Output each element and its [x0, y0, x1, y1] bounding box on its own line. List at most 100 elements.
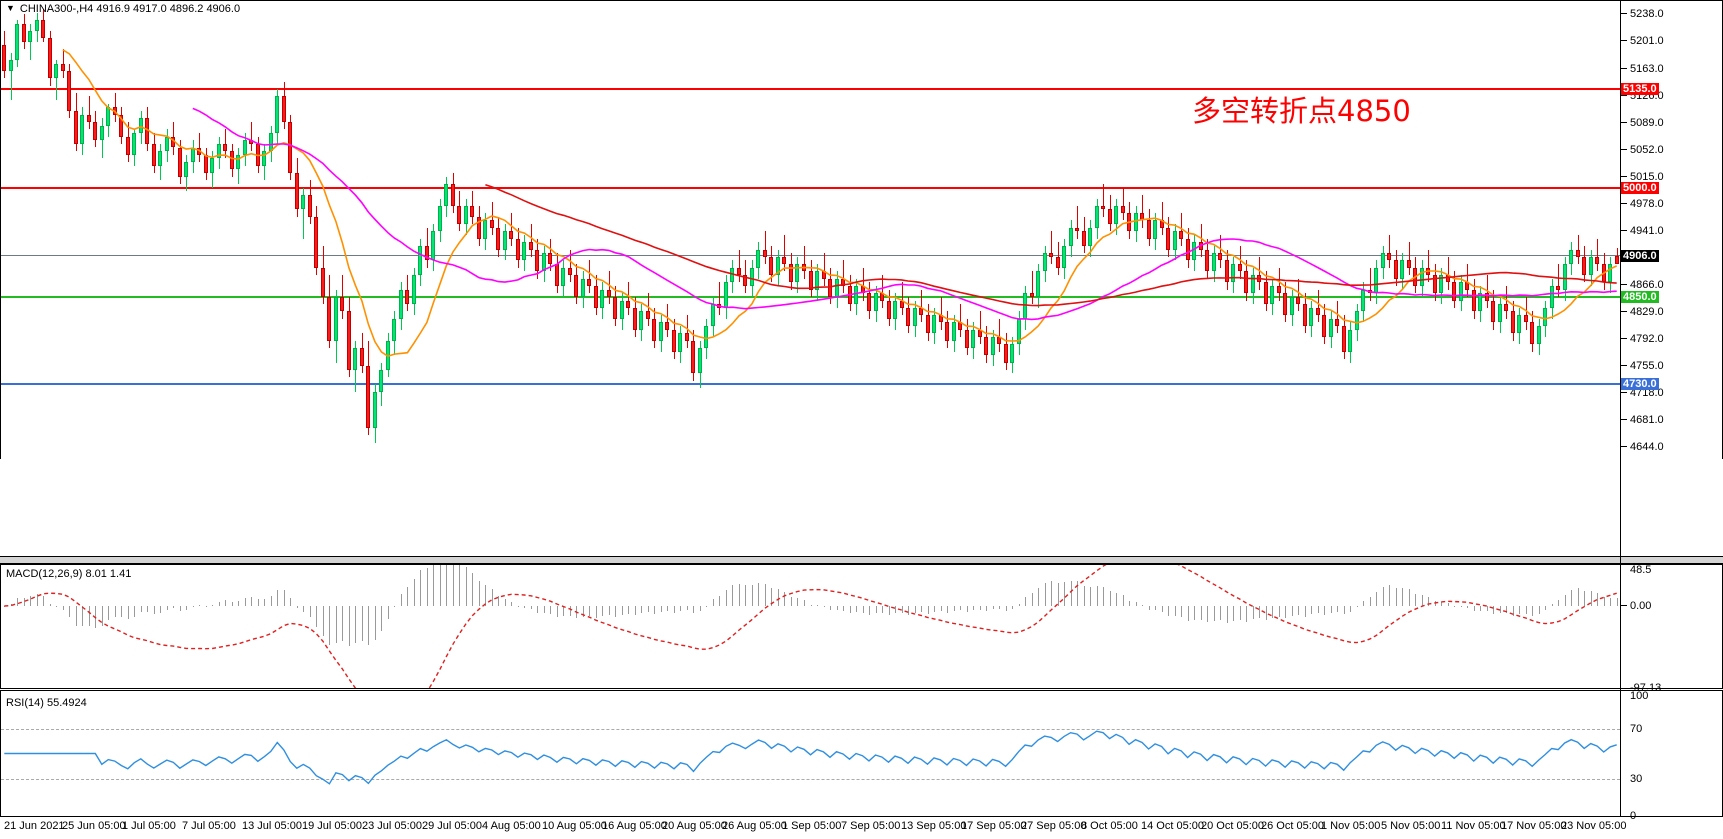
tick-dash-icon	[1621, 94, 1627, 96]
macd-histogram-bar	[290, 597, 291, 606]
candle-body	[210, 158, 214, 173]
macd-histogram-bar	[56, 605, 57, 607]
price-tag-4906-0[interactable]: 4906.0	[1621, 250, 1659, 263]
candle-wick	[921, 289, 922, 323]
price-tag-5000-0[interactable]: 5000.0	[1621, 181, 1659, 194]
candle-body	[353, 347, 357, 370]
macd-histogram-bar	[713, 599, 714, 606]
date-label: 1 Sep 05:00	[782, 820, 842, 832]
chart-header: ▼ CHINA300-,H4 4916.9 4917.0 4896.2 4906.…	[6, 3, 240, 15]
candle-body	[984, 337, 988, 356]
rsi-plot-area[interactable]	[1, 691, 1620, 816]
candle-wick	[11, 52, 12, 101]
macd-histogram-bar	[882, 605, 883, 614]
price-axis[interactable]: 5238.0 5201.0 5163.0 5126.0 5089.0 5052.0 5015…	[1621, 0, 1723, 459]
candle-body	[379, 369, 383, 392]
candle-body	[509, 231, 513, 239]
candle-body	[1244, 271, 1248, 294]
candle-wick	[199, 132, 200, 163]
level-line-support-4850[interactable]	[1, 295, 1620, 298]
candle-body	[639, 311, 643, 330]
candle-body	[1348, 329, 1352, 352]
candle-body	[1192, 242, 1196, 261]
candle-body	[496, 227, 500, 250]
tick-dash-icon	[1621, 175, 1627, 177]
candle-body	[607, 289, 611, 297]
macd-histogram-bar	[518, 605, 519, 607]
macd-histogram-bar	[602, 605, 603, 616]
ma-line-ma-orange	[62, 49, 1618, 358]
macd-histogram-bar	[401, 593, 402, 606]
candle-body	[1238, 264, 1242, 272]
price-plot-area[interactable]	[1, 1, 1620, 458]
price-tag-4850-0[interactable]: 4850.0	[1621, 290, 1659, 303]
date-label: 10 Aug 05:00	[542, 820, 607, 832]
macd-histogram-bar	[1428, 596, 1429, 606]
macd-histogram-bar	[1266, 605, 1267, 621]
macd-histogram-bar	[824, 605, 825, 607]
rsi-axis[interactable]: 100 70 30 0	[1621, 690, 1723, 822]
macd-histogram-bar	[173, 605, 174, 609]
candle-wick	[843, 260, 844, 294]
candle-wick	[1617, 248, 1618, 264]
candle-body	[1075, 227, 1079, 232]
macd-histogram-bar	[811, 604, 812, 606]
collapse-caret-icon[interactable]: ▼	[6, 3, 15, 13]
candle-body	[1088, 227, 1092, 246]
candle-wick	[1051, 231, 1052, 265]
candle-body	[1251, 275, 1255, 294]
candle-body	[1010, 344, 1014, 363]
macd-histogram-bar	[1006, 605, 1007, 611]
date-label: 21 Jun 2021	[4, 820, 65, 832]
level-line-current-price-4906[interactable]	[1, 255, 1620, 257]
candle-body	[1439, 275, 1443, 294]
candle-body	[67, 70, 71, 112]
price-tag-4730-0[interactable]: 4730.0	[1621, 378, 1659, 391]
candle-body	[789, 264, 793, 283]
candle-wick	[863, 267, 864, 301]
candle-body	[887, 300, 891, 319]
candle-body	[1563, 264, 1567, 290]
candle-wick	[1240, 245, 1241, 279]
macd-histogram-bar	[349, 605, 350, 646]
candle-body	[1134, 213, 1138, 232]
candle-body	[965, 329, 969, 348]
candle-body	[1101, 205, 1105, 210]
macd-histogram-bar	[557, 605, 558, 618]
level-line-support-4730[interactable]	[1, 383, 1620, 386]
macd-histogram-bar	[1532, 605, 1533, 616]
candle-wick	[251, 121, 252, 152]
macd-plot-area[interactable]	[1, 565, 1620, 688]
macd-histogram-bar	[141, 605, 142, 612]
candle-body	[854, 285, 858, 305]
candle-body	[1498, 304, 1502, 323]
candle-body	[334, 296, 338, 341]
macd-histogram-bar	[1402, 587, 1403, 606]
macd-histogram-bar	[160, 605, 161, 614]
price-tag-5135-0[interactable]: 5135.0	[1621, 83, 1659, 96]
macd-histogram-bar	[1435, 601, 1436, 606]
candle-body	[87, 114, 91, 122]
level-line-resistance-5000[interactable]	[1, 186, 1620, 189]
panel-separator[interactable]	[0, 556, 1723, 564]
price-axis-divider	[1620, 0, 1621, 817]
candle-body	[1511, 311, 1515, 334]
candle-body	[1290, 296, 1294, 316]
date-label: 16 Aug 05:00	[602, 820, 667, 832]
date-label: 23 Jul 05:00	[362, 820, 422, 832]
candle-body	[54, 63, 58, 79]
macd-histogram-bar	[667, 605, 668, 611]
macd-axis[interactable]: 48.5 0.00 -97.13	[1621, 564, 1723, 694]
candle-wick	[648, 293, 649, 327]
macd-histogram-bar	[24, 597, 25, 606]
macd-histogram-bar	[1142, 605, 1143, 607]
date-axis[interactable]: 21 Jun 2021 25 Jun 05:00 1 Jul 05:00 7 Jul …	[0, 818, 1723, 839]
macd-histogram-bar	[1610, 597, 1611, 606]
macd-histogram-bar	[1519, 605, 1520, 615]
candle-body	[1478, 293, 1482, 312]
candle-body	[867, 293, 871, 312]
macd-histogram-bar	[628, 605, 629, 614]
macd-tick--97.13: -97.13	[1621, 682, 1661, 694]
level-line-resistance-5135[interactable]	[1, 88, 1620, 91]
macd-histogram-bar	[407, 587, 408, 606]
